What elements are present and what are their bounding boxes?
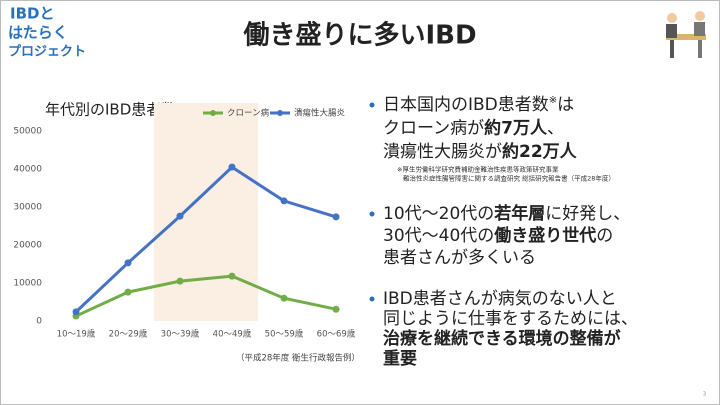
icon-leg bbox=[698, 40, 702, 58]
bullet-note: 難治性炎症性腸管障害に関する調査研究 総括研究報告書（平成28年度） bbox=[403, 174, 615, 183]
icon-desk bbox=[666, 34, 706, 40]
bullet-text: 患者さんが多くいる bbox=[383, 248, 536, 268]
icon-head bbox=[695, 11, 705, 21]
point bbox=[124, 259, 132, 267]
bullet-line: 潰瘍性大腸炎が約22万人 bbox=[383, 141, 578, 162]
bullet-text: 日本国内のIBD患者数 bbox=[383, 95, 549, 115]
y-tick-label: 0 bbox=[36, 317, 42, 327]
chart-source: （平成28年度 衛生行政報告例） bbox=[236, 353, 360, 364]
y-tick-label: 40000 bbox=[13, 165, 42, 175]
bullet-text: 約7万人 bbox=[484, 118, 548, 139]
x-tick-label: 40～49歳 bbox=[213, 329, 252, 340]
chart: 0 10000 20000 30000 40000 50000 10～19歳 20～29歳 30… bbox=[13, 103, 356, 340]
bullet-text: 潰瘍性大腸炎が bbox=[383, 142, 502, 162]
bullet-line: IBD患者さんが病気のない人と bbox=[383, 289, 617, 309]
bullet-text: 働き盛り世代 bbox=[493, 225, 596, 246]
y-tick-label: 50000 bbox=[13, 127, 42, 137]
logo-text: IBDと bbox=[10, 5, 54, 23]
point bbox=[332, 305, 340, 313]
bullet-line: 治療を継続できる環境の整備が bbox=[383, 328, 621, 349]
logo-text: はたらく bbox=[8, 24, 68, 42]
bullet-text: 治療を継続できる環境の整備が bbox=[383, 328, 621, 349]
bullet-text: は bbox=[557, 95, 574, 115]
logo: IBDと はたらく プロジェクト bbox=[8, 5, 86, 60]
page-number: 3 bbox=[703, 392, 706, 398]
bullet-line: クローン病が約7万人、 bbox=[383, 118, 564, 139]
legend-label: クローン病 bbox=[227, 108, 270, 119]
highlight-band bbox=[206, 103, 258, 321]
y-tick-label: 10000 bbox=[13, 279, 42, 289]
bullet-line: 同じように仕事をするためには、 bbox=[383, 309, 638, 329]
x-tick-label: 20～29歳 bbox=[109, 329, 148, 340]
bullet-dot bbox=[369, 102, 375, 108]
point bbox=[280, 294, 288, 302]
legend-marker bbox=[210, 110, 216, 116]
chart-title: 年代別のIBD患者数 bbox=[45, 101, 176, 119]
bullet-text: クローン病が bbox=[383, 119, 484, 139]
bullet-dot bbox=[369, 296, 375, 302]
bullets: 日本国内のIBD患者数※はクローン病が約7万人、潰瘍性大腸炎が約22万人※厚生労… bbox=[369, 95, 638, 369]
bullet-text: 30代～40代の bbox=[383, 226, 494, 246]
icon-body bbox=[666, 24, 677, 38]
point bbox=[280, 197, 288, 205]
y-tick-label: 20000 bbox=[13, 241, 42, 251]
bullet-text: ※ bbox=[549, 95, 557, 106]
bullet-line: 重要 bbox=[383, 348, 417, 369]
slide-title: 働き盛りに多いIBD bbox=[242, 20, 476, 51]
bullet-note: ※厚生労働科学研究費補助金難治性疾患等政策研究事業 bbox=[397, 165, 559, 174]
point bbox=[228, 272, 236, 280]
bullet-dot bbox=[369, 211, 375, 217]
logo-text: プロジェクト bbox=[8, 45, 86, 60]
bullet-line: 患者さんが多くいる bbox=[383, 248, 536, 268]
x-tick-label: 30～39歳 bbox=[161, 329, 200, 340]
bullet-text: の bbox=[596, 226, 613, 246]
bullet-text: IBD患者さんが病気のない人と bbox=[383, 289, 617, 309]
point bbox=[176, 277, 184, 285]
x-tick-label: 10～19歳 bbox=[57, 329, 96, 340]
icon-head bbox=[667, 13, 677, 23]
x-tick-label: 60～69歳 bbox=[317, 329, 356, 340]
bullet-text: 同じように仕事をするためには、 bbox=[383, 309, 638, 329]
icon-body bbox=[694, 22, 705, 36]
x-tick-label: 50～59歳 bbox=[265, 329, 304, 340]
icon-people bbox=[666, 11, 706, 58]
bullet-text: 若年層 bbox=[493, 203, 545, 224]
y-tick-label: 30000 bbox=[13, 203, 42, 213]
point bbox=[332, 213, 340, 221]
series-line bbox=[75, 274, 337, 318]
legend-label: 潰瘍性大腸炎 bbox=[294, 108, 346, 119]
bullet-text: 、 bbox=[547, 119, 564, 139]
series-line bbox=[74, 165, 337, 313]
point bbox=[124, 288, 132, 296]
bullet-text: 約22万人 bbox=[502, 141, 578, 162]
point bbox=[228, 163, 236, 171]
highlight-band bbox=[154, 103, 206, 321]
point bbox=[176, 212, 184, 220]
bullet-text: 10代～20代の bbox=[383, 204, 494, 224]
bullet-line: 30代～40代の働き盛り世代の bbox=[383, 225, 613, 246]
bullet-line: 日本国内のIBD患者数※は bbox=[383, 95, 574, 116]
legend-marker bbox=[277, 110, 283, 116]
icon-leg bbox=[670, 40, 674, 58]
point bbox=[72, 308, 80, 316]
bullet-line: 10代～20代の若年層に好発し、 bbox=[383, 203, 630, 224]
bullet-text: に好発し、 bbox=[545, 204, 630, 224]
bullet-text: 重要 bbox=[383, 348, 417, 369]
